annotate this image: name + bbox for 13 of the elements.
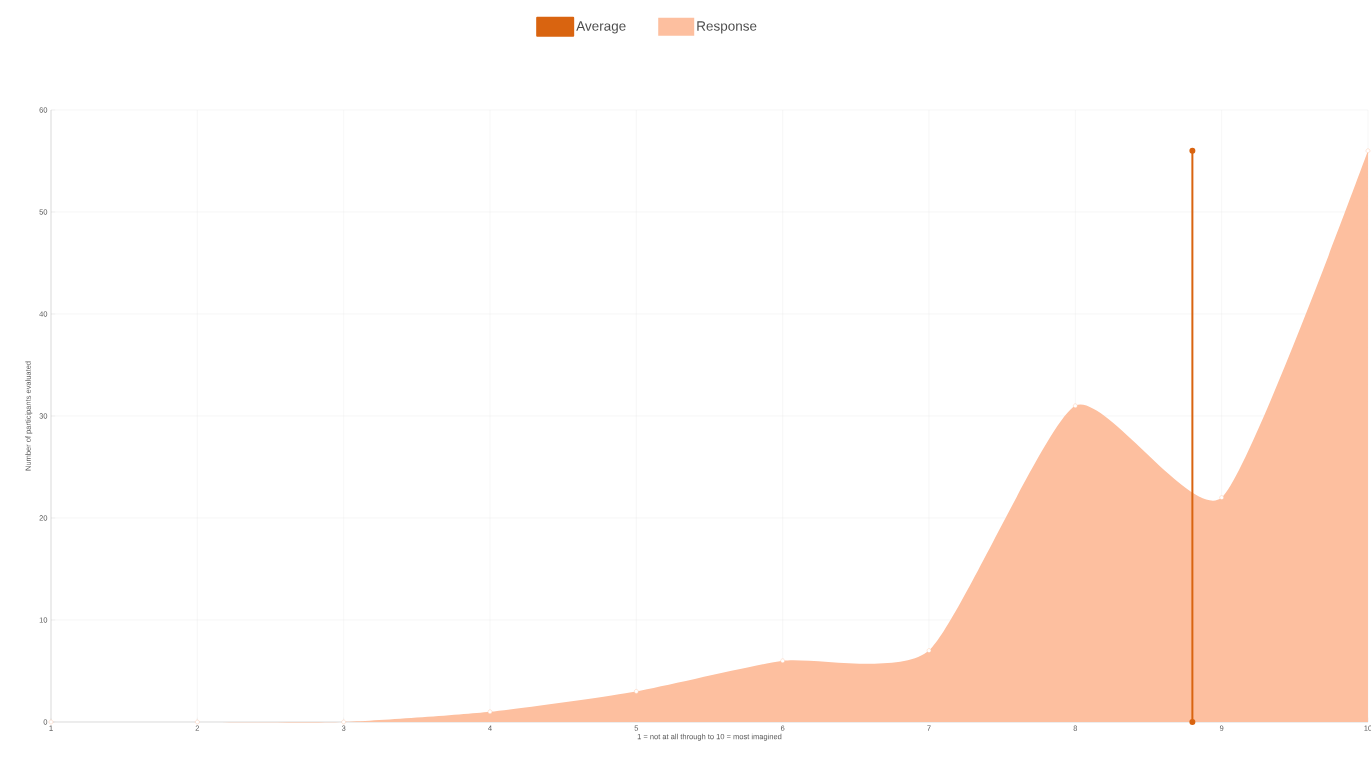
point	[1189, 147, 1196, 154]
legend-label: Average	[576, 21, 626, 34]
point	[1189, 718, 1196, 725]
point	[1073, 403, 1078, 408]
legend-label: Response	[697, 21, 757, 34]
point	[926, 648, 932, 653]
point	[48, 719, 54, 725]
point	[634, 689, 639, 694]
point	[780, 658, 785, 663]
point	[1219, 495, 1224, 500]
point	[195, 719, 200, 725]
point	[487, 709, 493, 714]
point	[341, 719, 346, 725]
